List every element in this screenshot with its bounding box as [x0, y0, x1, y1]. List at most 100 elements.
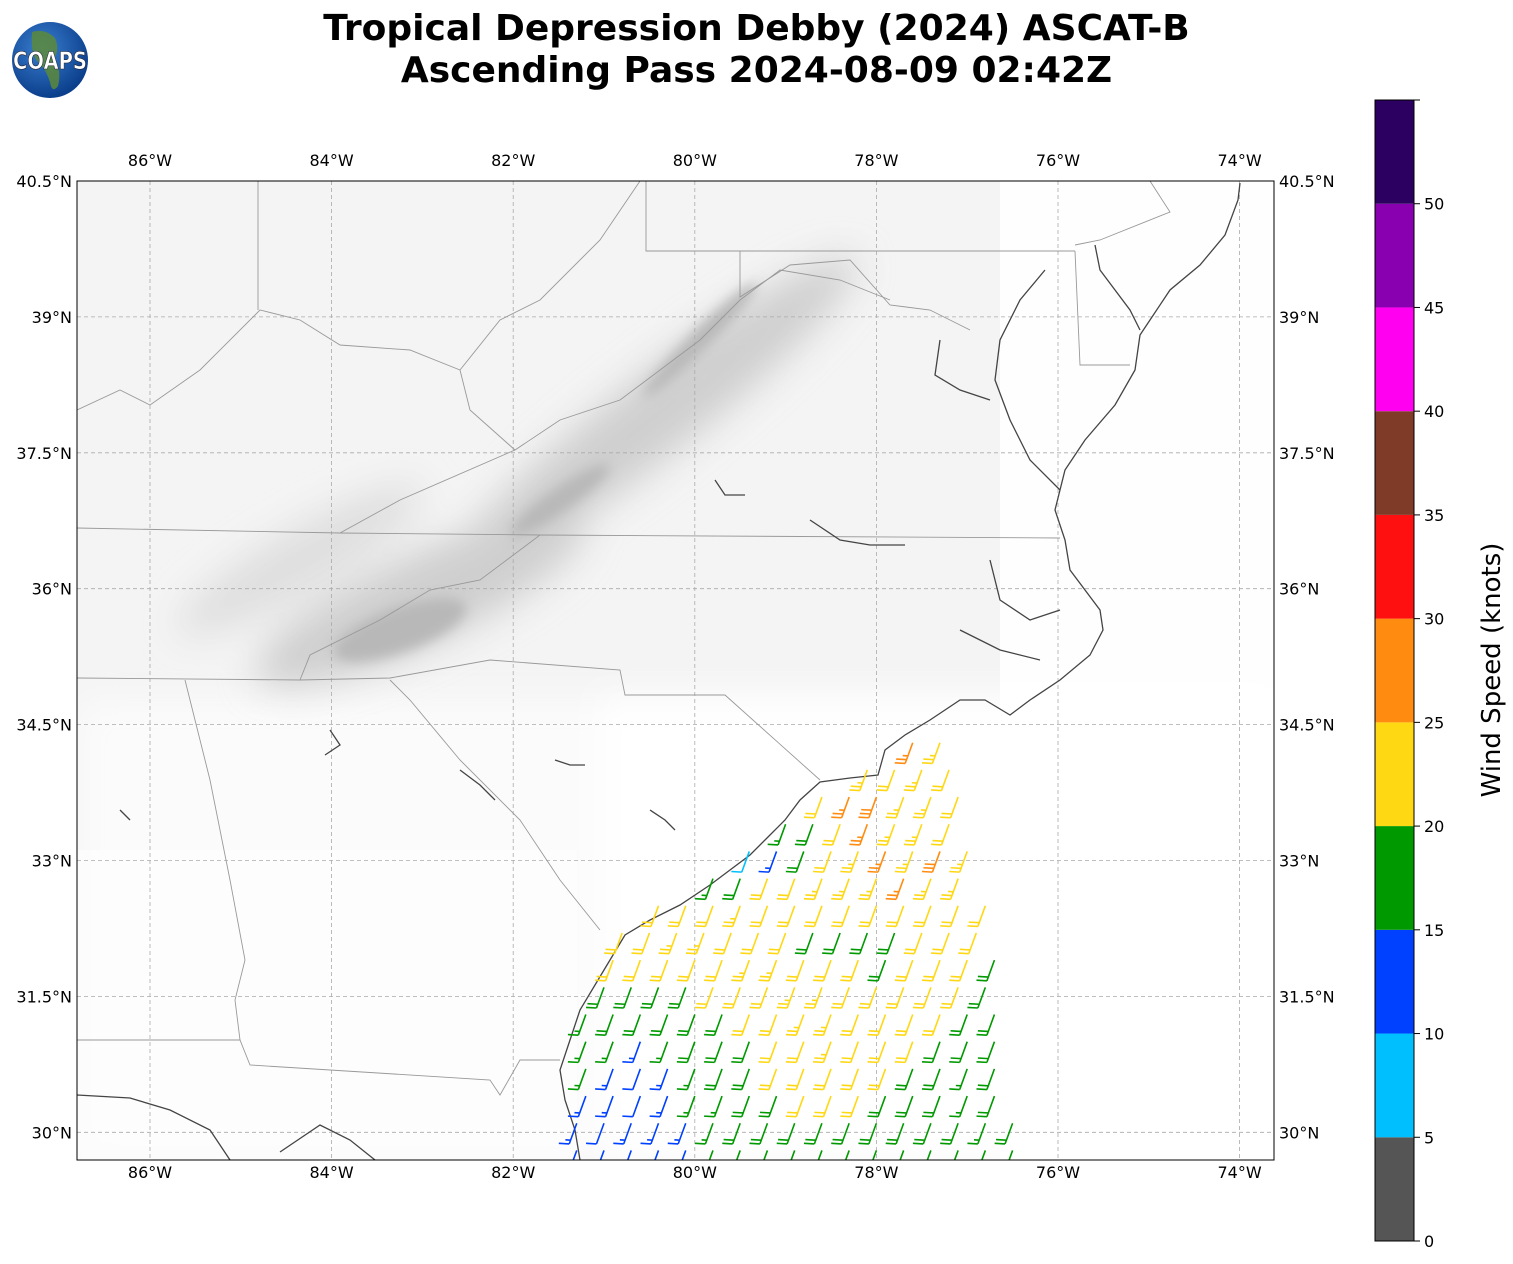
barb-full [796, 839, 807, 842]
lat-tick-label-left: 39°N [32, 308, 72, 327]
barb-full [859, 894, 871, 897]
wind-barb [749, 1122, 769, 1145]
wind-barb [849, 823, 869, 846]
barb-full [723, 1002, 735, 1006]
barb-full [831, 897, 842, 901]
barb-full [813, 1060, 824, 1064]
wind-barb [867, 1068, 887, 1091]
barb-full [949, 1088, 960, 1091]
barb-staff [708, 1150, 714, 1160]
barb-staff [763, 1150, 769, 1160]
barb-full [921, 979, 933, 982]
barb-full [923, 866, 934, 870]
barb-full [758, 979, 770, 982]
barb-full [596, 975, 607, 978]
barb-full [732, 1030, 744, 1033]
barb-full [921, 1033, 933, 1036]
barb-full [921, 761, 933, 765]
wind-barb [785, 1095, 805, 1118]
barb-full [949, 1115, 960, 1118]
barb-full [976, 1115, 987, 1118]
wind-barb [949, 1095, 968, 1118]
wind-barbs [558, 742, 1014, 1171]
barb-full [832, 1002, 844, 1006]
barb-full [896, 1030, 907, 1033]
barb-staff [844, 1150, 850, 1160]
barb-staff [790, 1150, 796, 1160]
wind-barb [740, 932, 760, 955]
barb-full [641, 1170, 651, 1171]
barb-full [805, 921, 816, 924]
colorbar-tick-label: 10 [1424, 1025, 1444, 1044]
axis-ticks: 86°W 86°W 84°W 84°W 82°W 82°W 80°W 80°W 78°W 78°W… [16, 151, 1334, 1182]
barb-full [912, 1006, 924, 1009]
lat-tick-label-right: 39°N [1279, 308, 1319, 327]
wind-barb [840, 1014, 859, 1036]
wind-barb [785, 1068, 805, 1091]
barb-full [885, 897, 897, 901]
barb-full [622, 1060, 633, 1064]
wind-barb [831, 796, 850, 819]
barb-staff [899, 1150, 905, 1160]
barb-full [804, 1170, 814, 1171]
colorbar-bin [1375, 1137, 1414, 1241]
barb-full [749, 1142, 760, 1145]
barb-full [641, 1002, 653, 1006]
barb-full [678, 1057, 689, 1060]
barb-full [649, 1033, 661, 1036]
wind-barb [595, 959, 614, 982]
barb-full [921, 1088, 933, 1091]
lat-tick-label-right: 34.5°N [1279, 716, 1335, 735]
lon-tick-label-bottom: 86°W [128, 1163, 172, 1182]
wind-barb [912, 987, 932, 1009]
wind-barb [667, 1122, 687, 1145]
barb-full [958, 952, 969, 955]
barb-full [595, 1088, 606, 1091]
wind-barb [676, 1095, 696, 1118]
barb-full [704, 1060, 715, 1064]
wind-barb [604, 932, 623, 955]
barb-full [867, 1033, 879, 1036]
wind-barb [572, 1150, 578, 1160]
barb-full [731, 1060, 742, 1064]
barb-full [885, 1142, 897, 1145]
wind-barb [749, 987, 769, 1009]
barb-full [858, 816, 869, 819]
wind-barb [940, 987, 959, 1009]
barb-full [776, 1006, 788, 1009]
barb-full [877, 839, 889, 842]
barb-full [896, 975, 907, 978]
barb-full [768, 948, 780, 951]
wind-barb [976, 1014, 996, 1036]
wind-barb [649, 1095, 669, 1118]
colorbar: 0 5 10 15 20 25 30 35 40 45 50 [1374, 99, 1444, 1251]
barb-full [977, 1057, 989, 1060]
barb-full [750, 1002, 762, 1006]
barb-full [613, 1142, 624, 1145]
wind-barb [840, 959, 859, 982]
barb-staff [981, 1150, 987, 1160]
barb-full [841, 1030, 853, 1033]
colorbar-tick-label: 45 [1424, 298, 1444, 317]
lat-tick-label-left: 34.5°N [16, 716, 72, 735]
lon-tick-label-bottom: 80°W [673, 1163, 717, 1182]
lon-tick-label-top: 74°W [1218, 151, 1262, 170]
wind-barb [840, 1095, 859, 1118]
barb-full [813, 870, 824, 873]
wind-barb [840, 1041, 859, 1064]
wind-barb [586, 1122, 605, 1145]
barb-full [722, 1170, 732, 1171]
barb-full [723, 1138, 735, 1141]
wind-barb [767, 823, 787, 846]
wind-barb [758, 1095, 778, 1118]
barb-full [623, 975, 635, 978]
barb-full [622, 979, 633, 982]
barb-full [778, 921, 789, 924]
wind-barb [822, 823, 841, 846]
wind-barb [867, 851, 887, 873]
barb-full [785, 870, 797, 873]
wind-barb [1008, 1150, 1014, 1160]
lon-tick-label-top: 86°W [128, 151, 172, 170]
wind-barb [613, 987, 632, 1009]
wind-barb [953, 1150, 959, 1160]
